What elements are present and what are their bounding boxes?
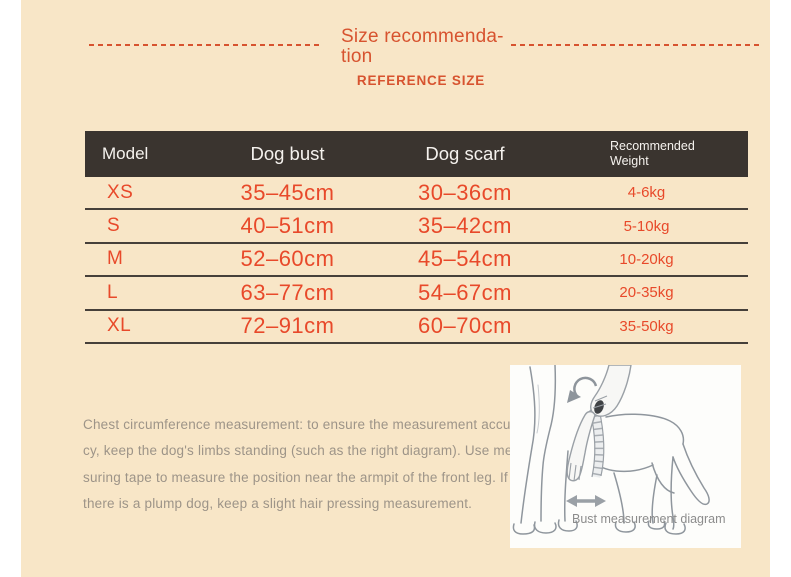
dog-measurement-illustration [512, 365, 710, 535]
horizontal-arrow-icon [566, 495, 606, 507]
model-cell: XS [107, 181, 134, 203]
lower-hand [566, 410, 596, 482]
bust-cell: 72–91cm [240, 313, 335, 339]
bust-cell: 40–51cm [240, 213, 335, 239]
weight-cell: 35-50kg [619, 317, 674, 335]
size-chart-panel: Size recommenda- tion REFERENCE SIZE Mod… [21, 0, 770, 577]
instruction-line: cy, keep the dog's limbs standing (such … [83, 443, 525, 459]
weight-cell: 10-20kg [619, 250, 674, 268]
instruction-line: suring tape to measure the position near… [83, 469, 508, 485]
diagram-caption: Bust measurement diagram [572, 512, 726, 526]
table-row-l: L 63–77cm 54–67cm 20-35kg [85, 277, 748, 311]
weight-cell: 4-6kg [627, 184, 666, 202]
size-table-header-row: Model Dog bust Dog scarf Recommended Wei… [85, 131, 748, 177]
scarf-cell: 35–42cm [417, 213, 512, 239]
instruction-line: there is a plump dog, keep a slight hair… [83, 495, 473, 511]
model-cell: S [107, 215, 121, 237]
weight-cell: 20-35kg [619, 284, 674, 302]
column-header-model: Model [102, 144, 149, 163]
page-title-line1: Size recommenda- [341, 26, 504, 47]
page-title: Size recommenda- tion [341, 27, 511, 66]
instruction-line: Chest circumference measurement: to ensu… [83, 417, 528, 432]
scarf-cell: 45–54cm [417, 246, 512, 272]
bust-cell: 63–77cm [240, 279, 335, 305]
size-table: Model Dog bust Dog scarf Recommended Wei… [85, 131, 748, 344]
table-row-s: S 40–51cm 35–42cm 5-10kg [85, 210, 748, 244]
model-cell: M [107, 248, 124, 270]
model-cell: L [107, 281, 119, 303]
right-dashed-divider [511, 44, 763, 46]
page-title-line2: tion [341, 45, 373, 67]
column-header-dog-bust: Dog bust [250, 143, 325, 164]
model-cell: XL [107, 315, 132, 337]
scarf-cell: 30–36cm [417, 179, 512, 205]
measurement-instructions: Chest circumference measurement: to ensu… [83, 412, 528, 517]
rotate-arrow-icon [567, 376, 598, 403]
scarf-cell: 54–67cm [417, 279, 512, 305]
weight-cell: 5-10kg [623, 217, 670, 235]
table-row-xs: XS 35–45cm 30–36cm 4-6kg [85, 177, 748, 211]
column-header-dog-scarf: Dog scarf [425, 143, 505, 164]
scarf-cell: 60–70cm [417, 313, 512, 339]
bust-cell: 35–45cm [240, 179, 335, 205]
table-row-xl: XL 72–91cm 60–70cm 35-50kg [85, 311, 748, 344]
bust-cell: 52–60cm [240, 246, 335, 272]
reference-size-label: REFERENCE SIZE [356, 73, 486, 88]
bust-measurement-diagram: Bust measurement diagram [510, 365, 741, 548]
column-header-recommended-weight: Recommended Weight [610, 139, 695, 168]
left-dashed-divider [89, 44, 323, 46]
table-row-m: M 52–60cm 45–54cm 10-20kg [85, 244, 748, 278]
upper-hand [590, 365, 632, 417]
